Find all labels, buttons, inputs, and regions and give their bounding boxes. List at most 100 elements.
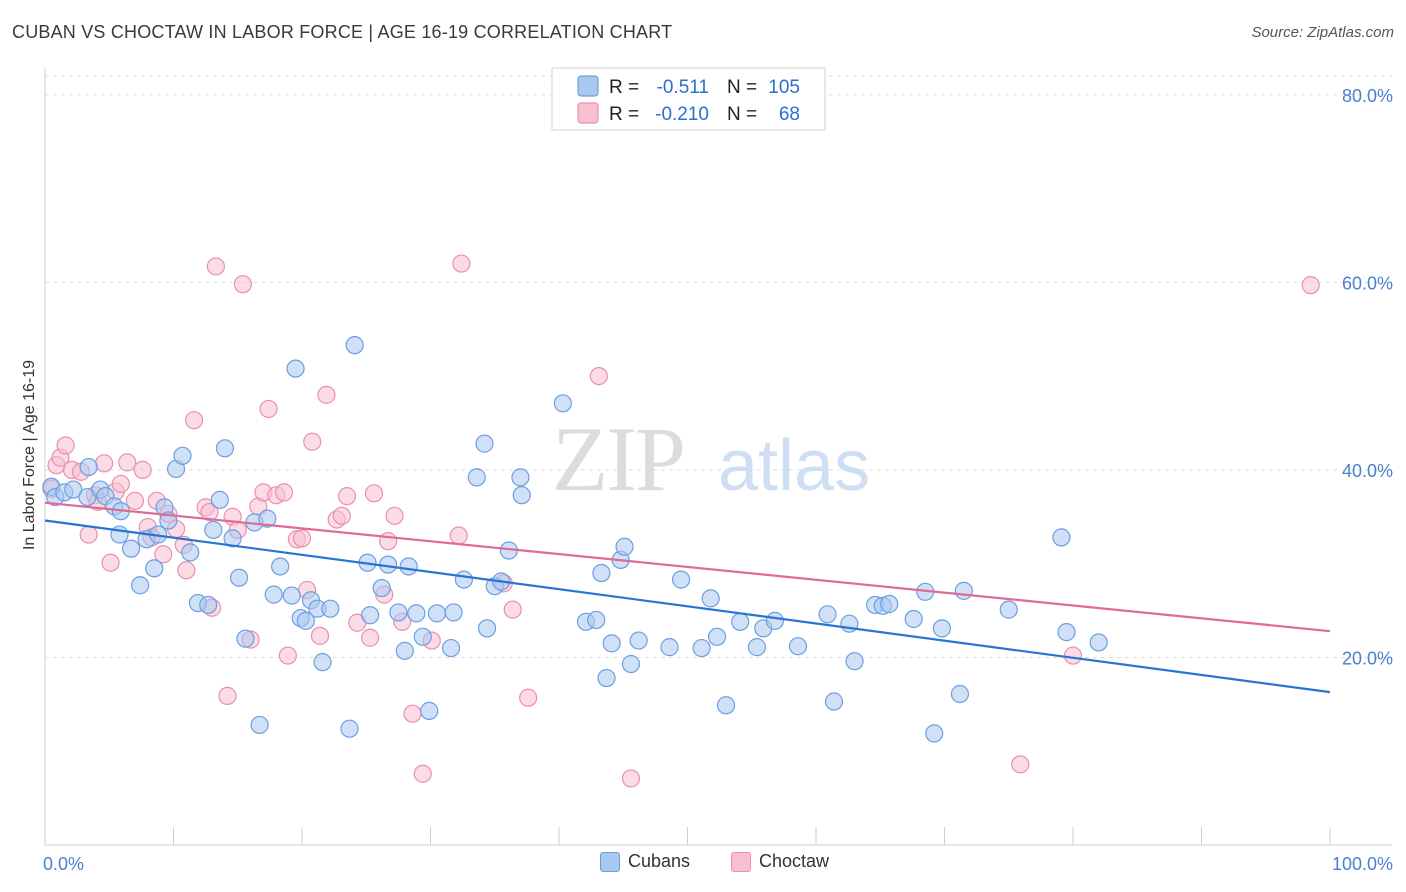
cuban-point (553, 394, 572, 413)
x-tick-label: 100.0% (1332, 854, 1393, 874)
cuban-point (671, 570, 691, 589)
cuban-point (954, 581, 973, 600)
cuban-point (1057, 623, 1076, 642)
cuban-point (340, 719, 359, 738)
watermark: ZIP atlas (552, 408, 870, 510)
cuban-point (321, 599, 340, 618)
cuban-point (204, 520, 223, 539)
choctaw-point (337, 487, 357, 506)
choctaw-point (364, 484, 384, 503)
choctaw-point (413, 764, 432, 783)
cuban-point (818, 605, 837, 624)
cuban-point (223, 529, 242, 548)
cuban-point (716, 696, 736, 715)
choctaw-point (56, 436, 75, 455)
choctaw-point (310, 626, 330, 645)
trend-lines (44, 501, 1331, 694)
legend-bottom: Cubans Choctaw (0, 851, 1406, 877)
choctaw-point (503, 600, 522, 619)
legend-n-value-cubans: 105 (768, 77, 800, 98)
choctaw-point (303, 432, 322, 451)
cuban-point (477, 619, 497, 638)
cuban-point (64, 480, 83, 499)
cuban-point (420, 701, 439, 720)
choctaw-point (95, 454, 114, 473)
cuban-point (660, 638, 679, 657)
legend-bottom-swatch-choctaw (731, 851, 751, 872)
cuban-point (130, 576, 150, 595)
choctaw-point (1301, 276, 1320, 295)
choctaw-point (589, 366, 608, 386)
choctaw-point (332, 506, 351, 525)
watermark-zip: ZIP (552, 408, 684, 510)
source-label: Source: ZipAtlas.com (1251, 24, 1394, 41)
choctaw-point (118, 453, 137, 472)
cuban-point (788, 637, 808, 656)
y-tick-label: 40.0% (1342, 461, 1393, 481)
cuban-point (904, 609, 923, 629)
cuban-point (467, 468, 486, 487)
choctaw-point (177, 561, 196, 580)
legend-item-choctaw[interactable]: Choctaw (731, 851, 829, 872)
cuban-point (407, 604, 426, 623)
cuban-point (79, 457, 98, 477)
cuban-point (173, 446, 192, 465)
y-tick-label: 60.0% (1342, 273, 1393, 293)
cuban-point (1089, 633, 1108, 652)
choctaw-point (378, 532, 398, 551)
cuban-point (1052, 528, 1071, 547)
choctaw-point (1063, 646, 1083, 665)
cuban-point (880, 594, 899, 614)
cuban-point (512, 486, 531, 505)
cuban-point (824, 692, 844, 711)
choctaw-point (449, 526, 468, 545)
choctaw-point (361, 628, 380, 647)
cuban-point (250, 715, 269, 735)
cuban-point (413, 627, 432, 646)
choctaw-point (621, 769, 641, 788)
cuban-point (615, 537, 634, 556)
legend-bottom-swatch-cubans (600, 851, 620, 872)
cuban-point (264, 585, 283, 604)
cuban-point (765, 611, 784, 630)
cuban-point (296, 611, 315, 630)
legend-bottom-label-cubans: Cubans (628, 851, 691, 871)
cuban-point (286, 359, 305, 378)
cuban-point (597, 668, 616, 688)
choctaw-point (259, 399, 278, 419)
legend-swatch-cubans (577, 75, 599, 97)
legend-r-value-choctaw: -0.210 (655, 104, 709, 125)
choctaw-point (278, 646, 297, 665)
cuban-point (475, 434, 494, 453)
cuban-point (950, 684, 970, 704)
axes (44, 68, 1392, 846)
choctaw-point (385, 506, 404, 525)
choctaw-point (154, 545, 173, 564)
chart-title: CUBAN VS CHOCTAW IN LABOR FORCE | AGE 16… (12, 22, 673, 42)
choctaw-point (218, 686, 237, 705)
cuban-point (845, 652, 864, 671)
cuban-point (731, 612, 750, 631)
cuban-point (707, 627, 727, 646)
cuban-point (427, 604, 447, 623)
legend-item-cubans[interactable]: Cubans (600, 851, 690, 872)
cuban-point (236, 629, 255, 648)
cuban-point (313, 653, 332, 672)
cuban-point (701, 589, 720, 608)
cuban-point (199, 595, 218, 615)
cuban-point (210, 490, 229, 509)
cuban-point (258, 509, 277, 528)
y-tick-labels: 20.0% 40.0% 60.0% 80.0% (1342, 86, 1393, 669)
choctaw-point (133, 460, 152, 479)
cuban-point (229, 568, 249, 587)
cuban-point (389, 603, 408, 622)
cuban-point (454, 570, 474, 589)
choctaw-point (184, 411, 204, 430)
cuban-point (121, 539, 141, 558)
choctaw-point (274, 483, 294, 502)
choctaw-point (519, 688, 538, 707)
legend-n-label-choctaw: N = (727, 104, 757, 125)
cuban-point (511, 468, 530, 487)
cuban-point (747, 638, 766, 657)
